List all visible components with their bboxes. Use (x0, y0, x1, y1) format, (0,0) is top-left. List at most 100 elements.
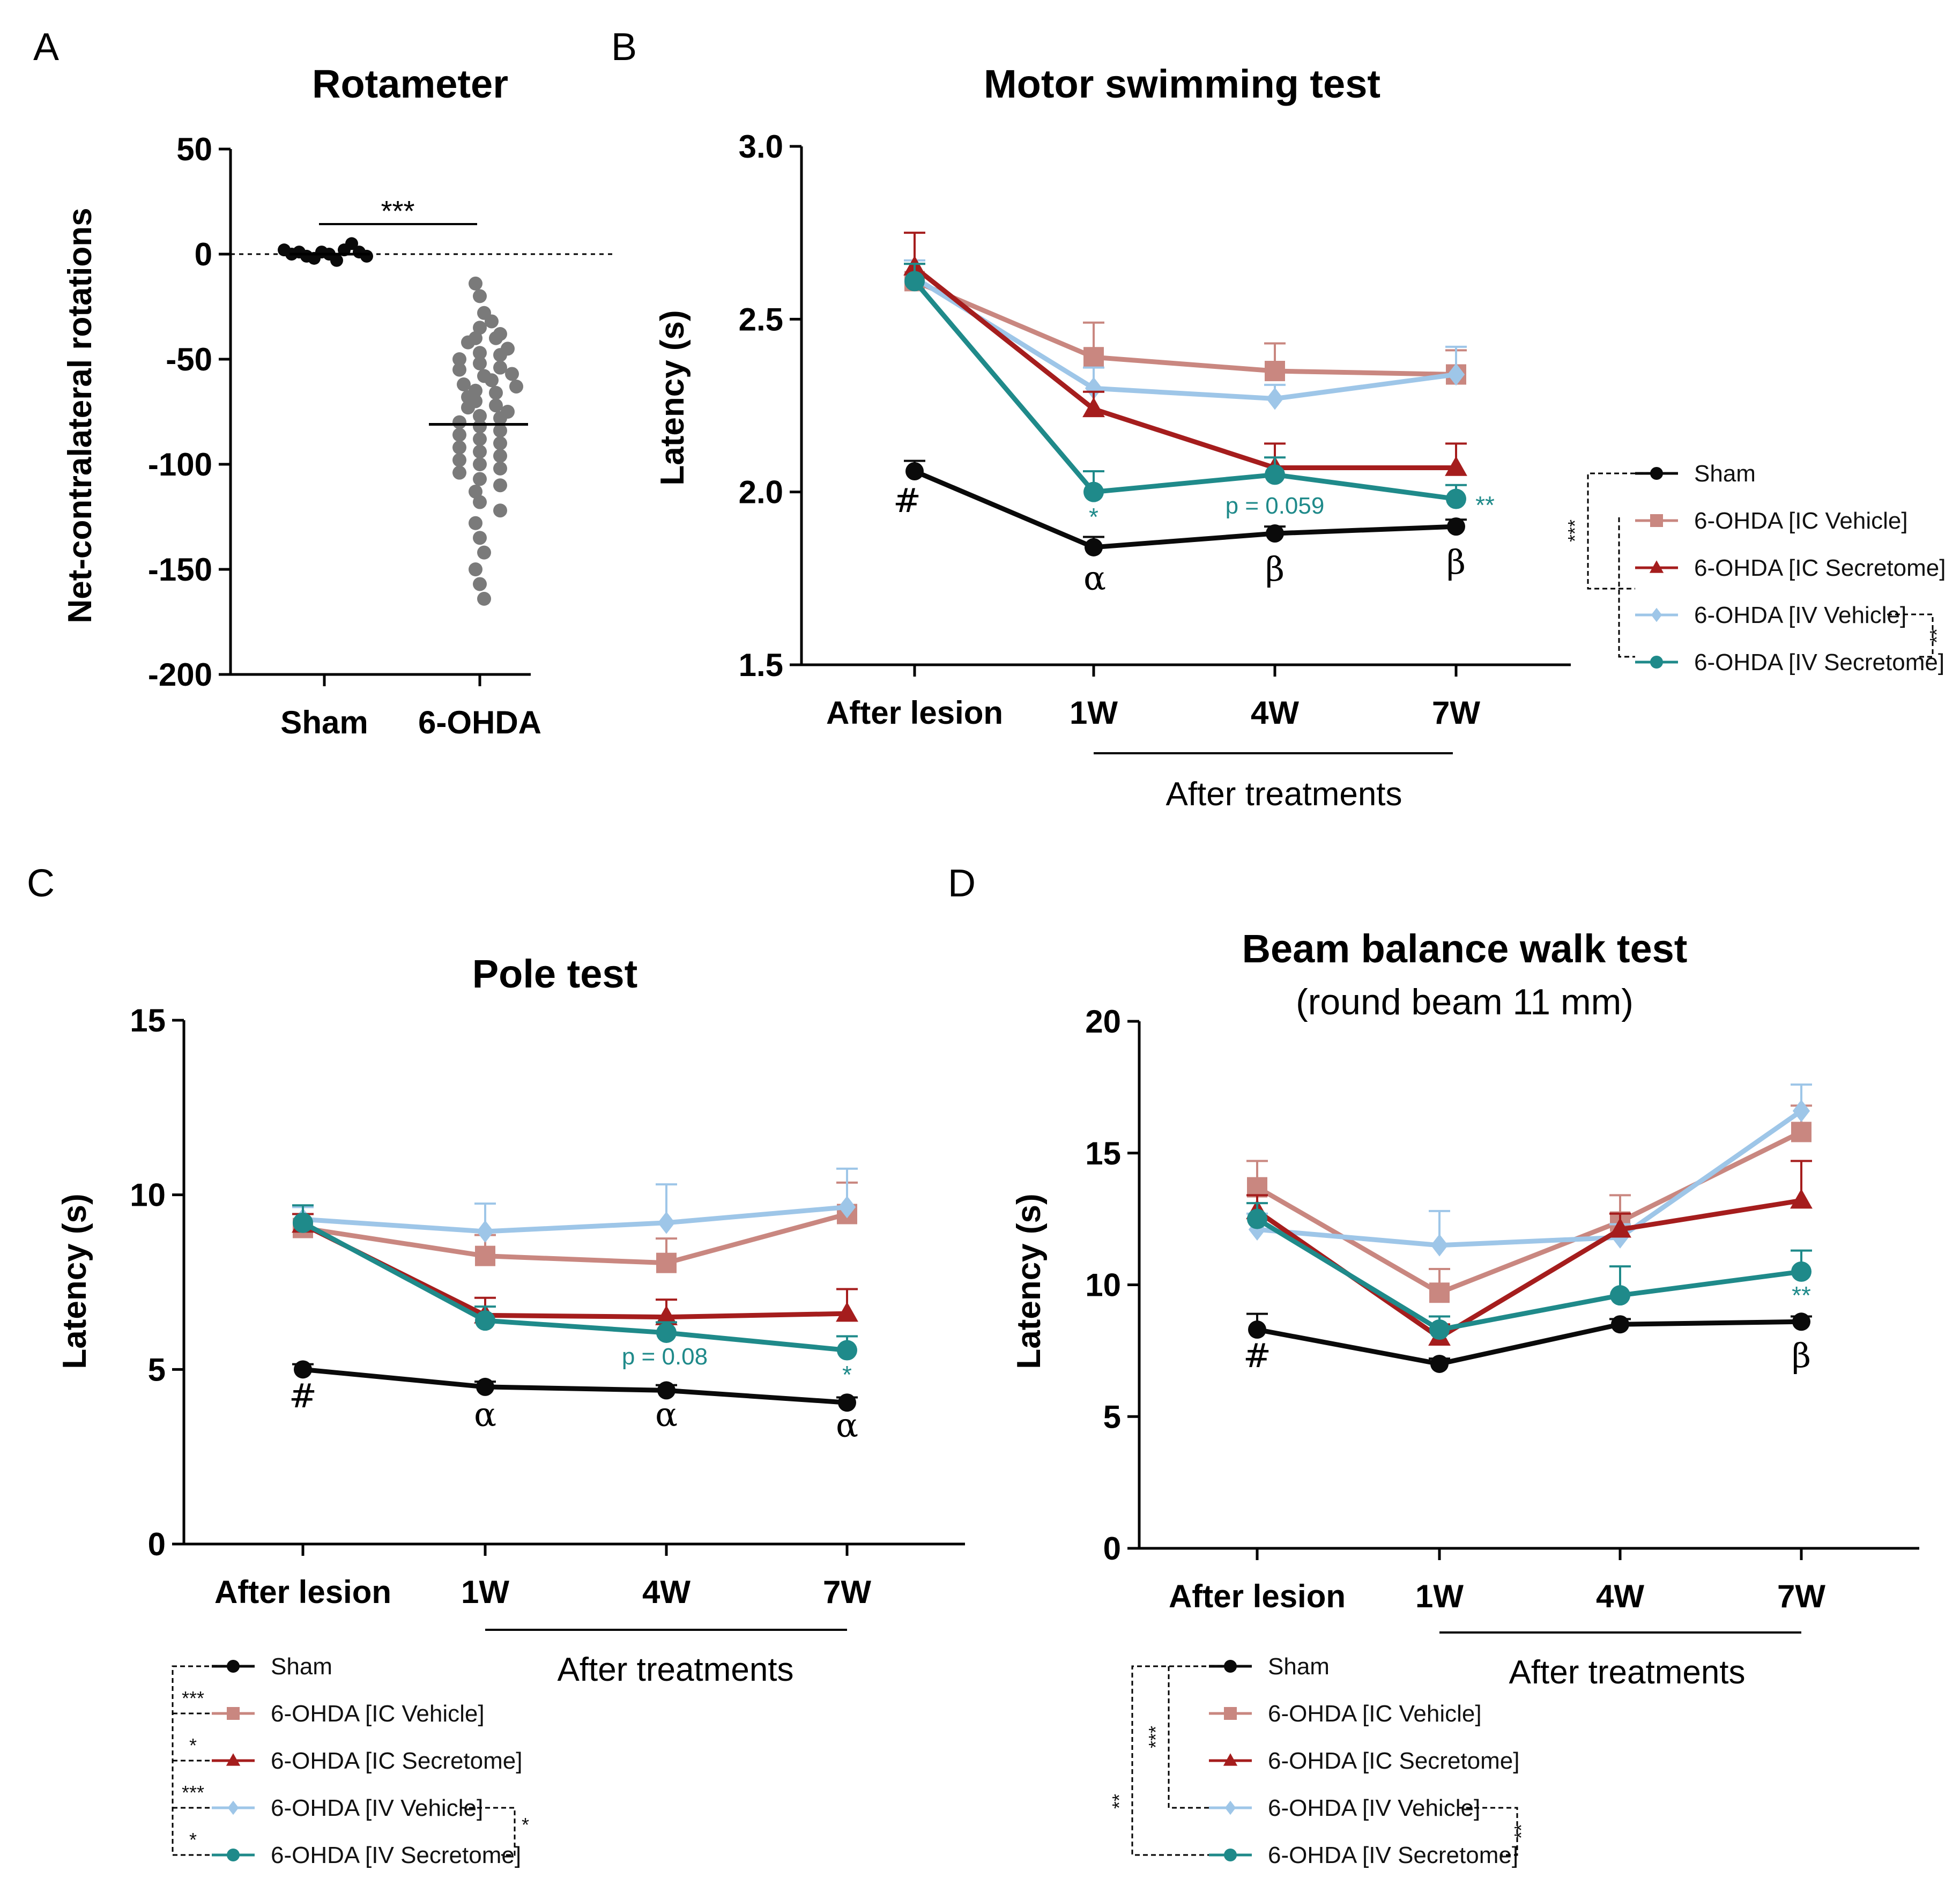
panel-b-line (913, 265, 1456, 471)
panel-b-line (913, 276, 1457, 402)
panel-c-x-tick-label: After lesion (214, 1574, 391, 1610)
panel-b-series-sham (904, 459, 1467, 556)
panel-c-pvalue: p = 0.08 (622, 1344, 708, 1370)
undefined-legend-label: Sham (1694, 461, 1756, 487)
panel-a-sham-point (330, 254, 343, 267)
panel-c-point (656, 1322, 677, 1343)
undefined-legend-label: 6-OHDA [IV Secretome] (271, 1842, 521, 1868)
panel-b-line (912, 279, 1457, 502)
undefined-legend-bracket-label: ** (1926, 628, 1948, 643)
panel-c-alpha-annotation-1w: α (474, 1395, 496, 1434)
panel-b-series-iv-vehicle (904, 259, 1467, 410)
undefined-legend-marker (1650, 656, 1663, 669)
panel-letter-c: C (27, 862, 55, 905)
panel-c-point (476, 1220, 494, 1243)
panel-d-point (1247, 1177, 1267, 1198)
panel-c-point (656, 1252, 677, 1273)
panel-c-series-iv-vehicle (292, 1167, 858, 1243)
undefined-legend-marker (1224, 1849, 1237, 1861)
panel-b-x-tick-label: 7W (1432, 695, 1480, 731)
undefined-legend-marker (227, 1800, 239, 1815)
panel-b-beta-annotation-7w: β (1446, 543, 1466, 582)
panel-a-6ohda-point (489, 385, 503, 400)
undefined-legend-marker (1649, 560, 1664, 573)
panel-b-y-tick-label: 3.0 (739, 129, 783, 165)
panel-c-after-treatments: After treatments (557, 1651, 793, 1688)
panel-b-point (1266, 524, 1284, 543)
panel-a-x-tick-6ohda: 6-OHDA (418, 704, 541, 740)
panel-c-axes: 15 10 5 0 After lesion 1W 4W 7W (130, 1003, 965, 1610)
panel-b-axes: 3.0 2.5 2.0 1.5 After lesion 1W 4W 7W (739, 129, 1571, 731)
panel-b-point (1083, 347, 1104, 368)
panel-c-alpha-annotation-7w: α (836, 1406, 858, 1445)
panel-d-subtitle: (round beam 11 mm) (1296, 982, 1634, 1022)
panel-c-point (657, 1381, 675, 1400)
undefined-legend-bracket (1587, 472, 1651, 590)
panel-a-6ohda-point (469, 516, 482, 530)
panel-b-title: Motor swimming test (984, 62, 1380, 106)
undefined-legend-label: 6-OHDA [IC Vehicle] (1694, 508, 1908, 534)
panel-d-line (1257, 1319, 1802, 1367)
panel-b-point (1085, 538, 1103, 556)
panel-a-significance-label: *** (381, 195, 414, 227)
panel-b-line (914, 469, 1457, 550)
panel-a-sham-point (345, 237, 358, 250)
panel-a-6ohda-point (505, 367, 519, 381)
panel-a-6ohda-point (457, 377, 471, 392)
panel-a-6ohda-point (493, 424, 507, 438)
panel-b-point (1083, 481, 1104, 502)
panel-d-point (1791, 1261, 1811, 1282)
panel-b-point (1082, 397, 1105, 418)
panel-c-line (302, 1204, 848, 1234)
panel-a-6ohda-point (452, 352, 466, 366)
panel-a-y-tick-label: -200 (148, 657, 212, 693)
panel-a-6ohda-point (473, 356, 487, 370)
undefined-legend-marker (1224, 1707, 1237, 1720)
panel-a-6ohda-point (473, 495, 487, 509)
panel-c-series-ic-secretome (292, 1213, 858, 1325)
panel-b-legend: Sham 6-OHDA [IC Vehicle] 6-OHDA [IC Secret… (1564, 461, 1948, 676)
panel-a-y-tick-label: -150 (148, 552, 212, 588)
undefined-legend-bracket (1618, 517, 1635, 658)
panel-a-6ohda-point (493, 478, 507, 493)
undefined-legend-marker (227, 1660, 240, 1673)
panel-c-y-label: Latency (s) (56, 1193, 93, 1369)
panel-a-axes: 50 0 -50 -100 -150 -200 (148, 131, 531, 693)
panel-d-y-tick-label: 0 (1103, 1531, 1121, 1567)
undefined-legend-bracket-label: * (189, 1734, 197, 1756)
panel-b-y-label: Latency (s) (654, 310, 691, 485)
panel-a-points (231, 237, 615, 686)
undefined-legend-marker (1650, 514, 1663, 527)
panel-d-point (1429, 1282, 1450, 1303)
panel-a-x-tick-sham: Sham (280, 704, 368, 740)
panel-d-point (1429, 1319, 1450, 1340)
panel-a-6ohda-point (452, 362, 466, 377)
panel-a: A Rotameter Net-contralateral rotations … (33, 26, 615, 740)
panel-a-6ohda-point (469, 484, 482, 499)
panel-a-y-tick-label: -100 (148, 447, 212, 483)
panel-a-6ohda-point (473, 444, 487, 459)
panel-d-series (1246, 1083, 1813, 1373)
panel-a-y-label: Net-contralateral rotations (62, 207, 99, 623)
undefined-legend-label: 6-OHDA [IC Vehicle] (1268, 1701, 1482, 1727)
undefined-legend-marker (1224, 1800, 1236, 1815)
undefined-legend-bracket-label: *** (1564, 520, 1586, 542)
panel-d-after-treatments: After treatments (1509, 1654, 1745, 1691)
panel-b-point (1085, 377, 1103, 400)
panel-a-sham-point (360, 249, 373, 263)
panel-c-x-tick-label: 4W (642, 1574, 691, 1610)
panel-b-double-star-7w: ** (1475, 491, 1495, 519)
panel-c-line (302, 1212, 848, 1266)
panel-c-legend: Sham 6-OHDA [IC Vehicle] 6-OHDA [IC Secret… (172, 1653, 529, 1868)
panel-d-line (1256, 1216, 1802, 1332)
panel-a-6ohda-point (461, 400, 475, 415)
panel-d-line (1257, 1109, 1803, 1248)
panel-a-6ohda-point (509, 379, 523, 394)
undefined-legend-label: 6-OHDA [IC Secretome] (1694, 555, 1946, 581)
panel-a-6ohda-point (489, 398, 503, 413)
panel-d-point (1430, 1354, 1449, 1373)
panel-b-point (1447, 363, 1465, 386)
undefined-legend-bracket (1458, 1807, 1518, 1856)
panel-a-6ohda-point (493, 436, 507, 450)
